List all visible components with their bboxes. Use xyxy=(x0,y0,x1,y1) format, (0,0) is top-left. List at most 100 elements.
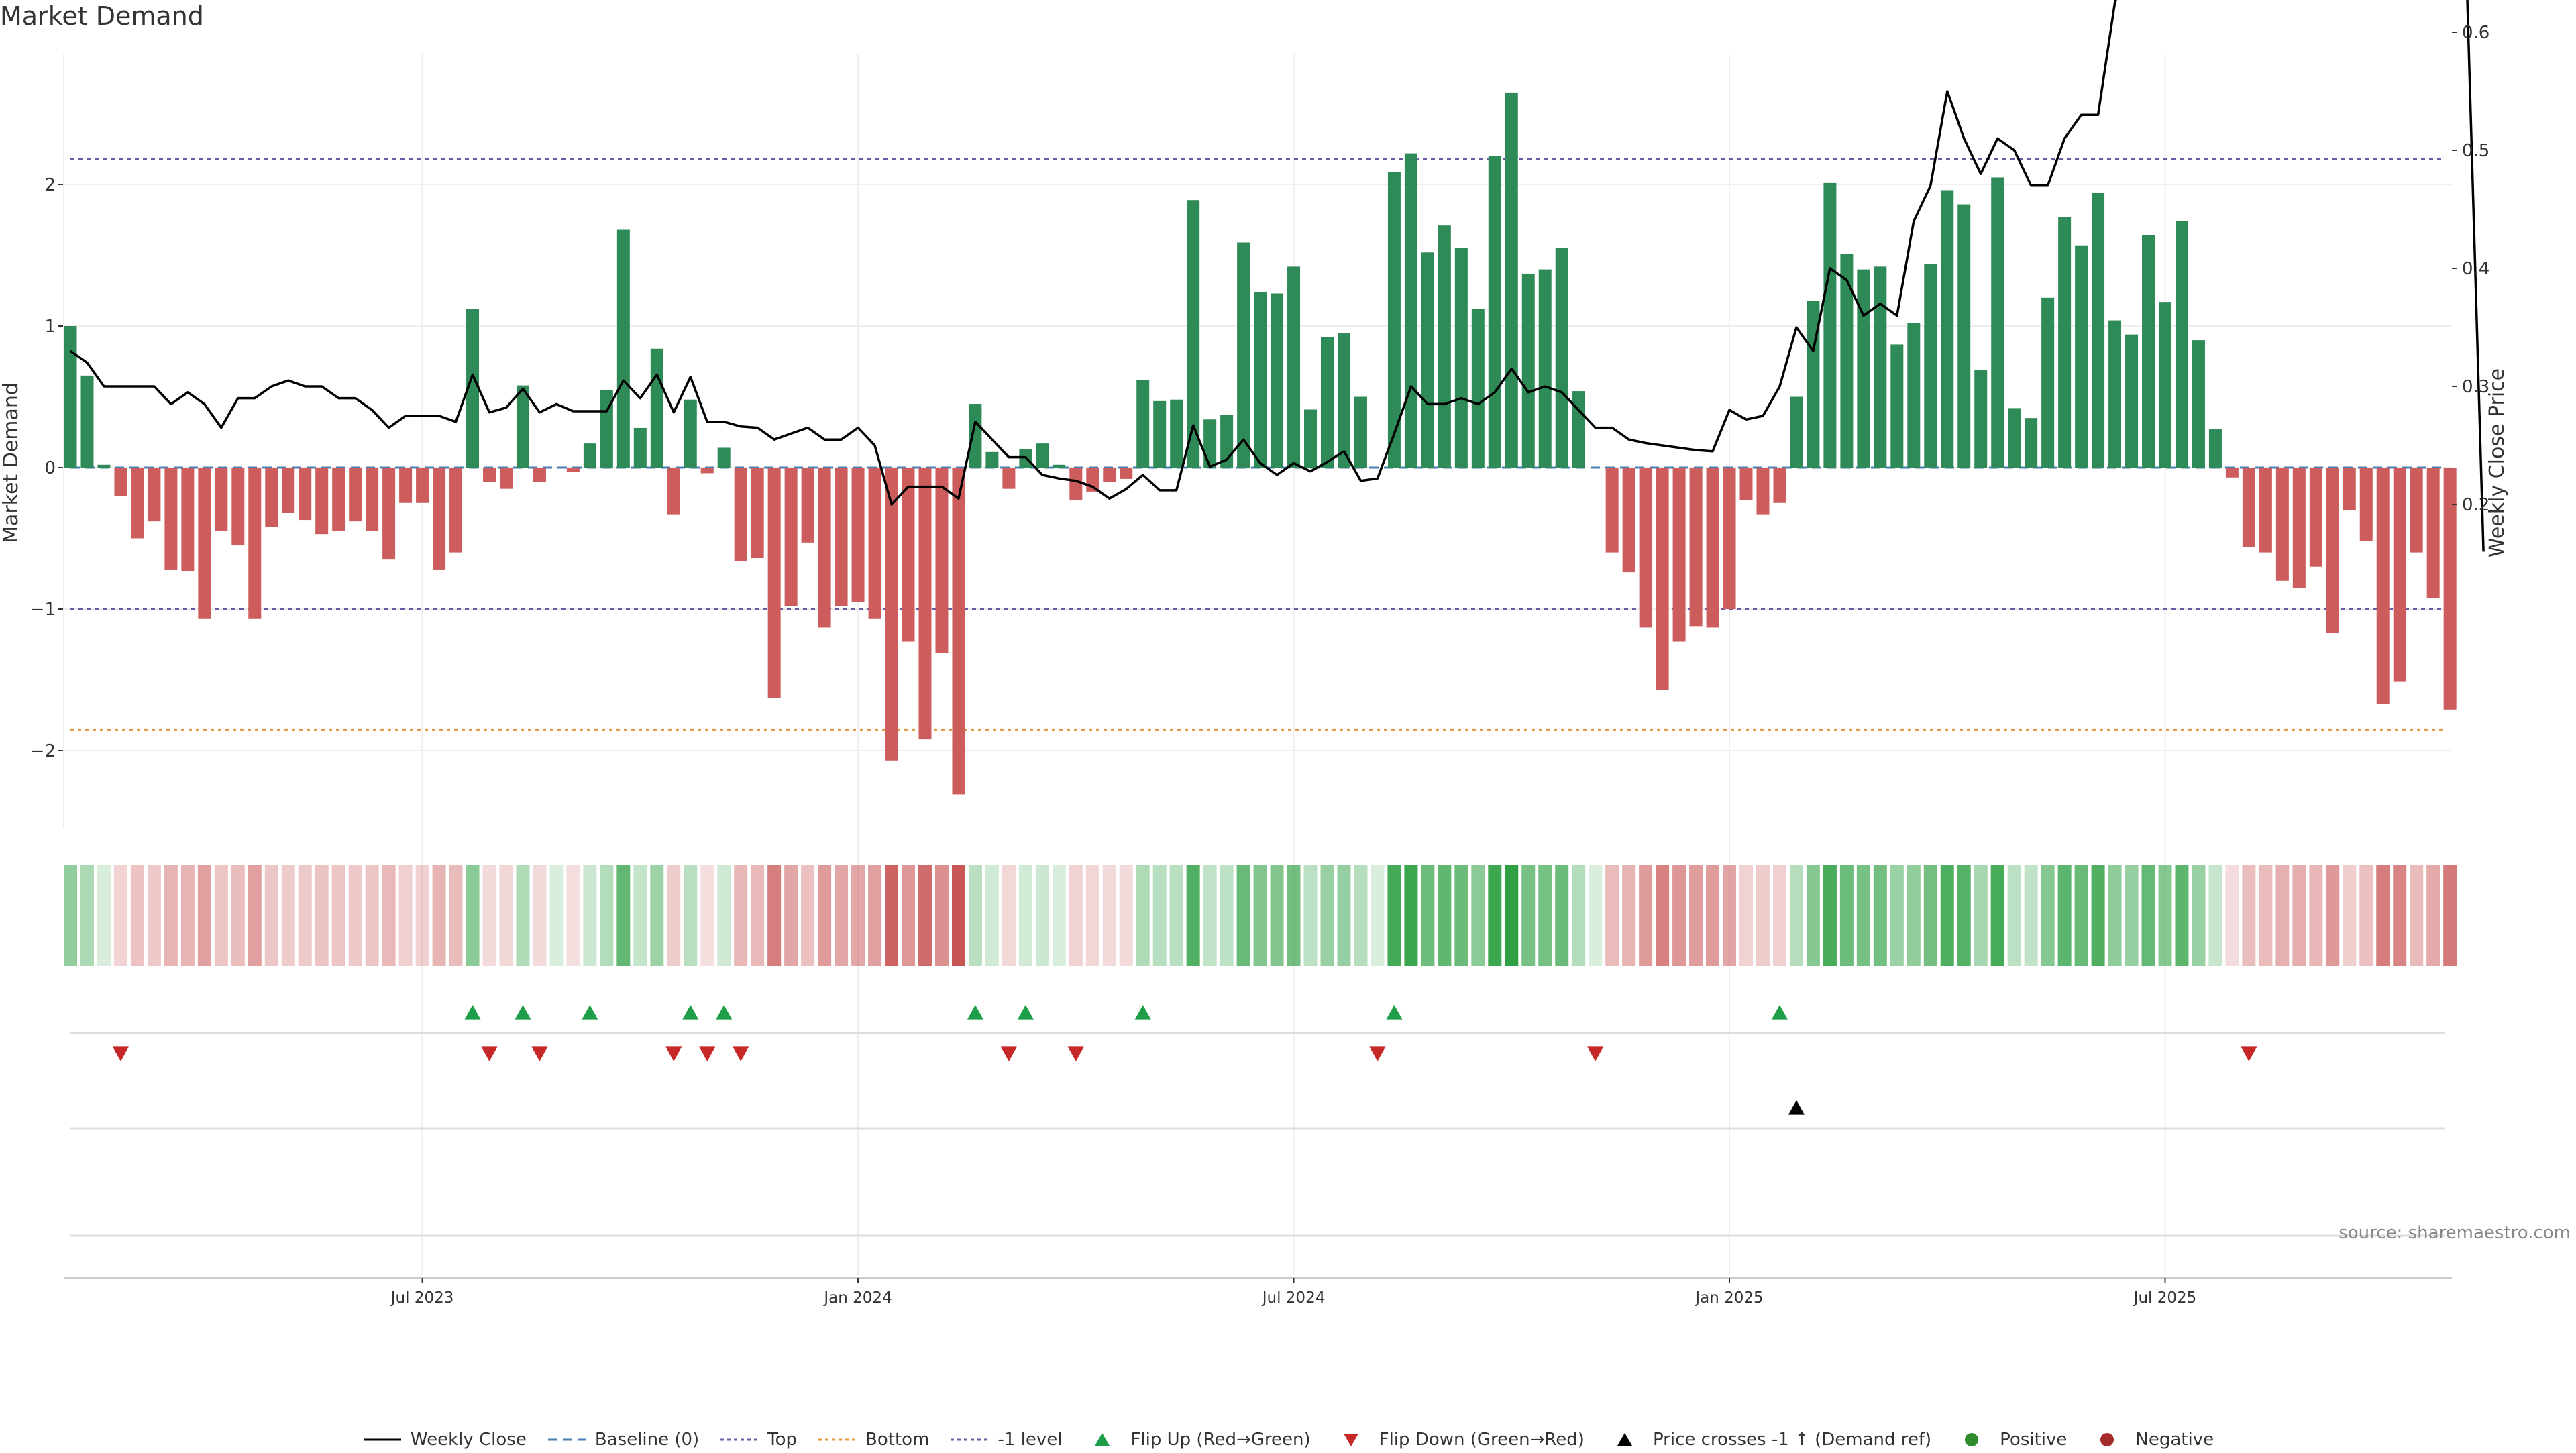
heat-cell xyxy=(2259,865,2273,966)
demand-bar xyxy=(2242,468,2255,547)
legend-item-flip_down: Flip Down (Green→Red) xyxy=(1331,1430,1585,1450)
flip-up-marker xyxy=(582,1005,598,1020)
heat-cell xyxy=(918,865,932,966)
demand-bar xyxy=(1706,468,1719,628)
heat-cell xyxy=(231,865,245,966)
heat-cell xyxy=(1789,865,1803,966)
demand-bar xyxy=(1723,468,1736,609)
demand-bar xyxy=(215,468,228,531)
flip-up-marker xyxy=(1017,1005,1034,1020)
demand-bar xyxy=(1639,468,1652,628)
heat-cell xyxy=(281,865,295,966)
heat-cell xyxy=(1589,865,1603,966)
flip-up-marker xyxy=(1771,1005,1788,1020)
demand-bar xyxy=(332,468,345,531)
heat-cell xyxy=(1823,865,1837,966)
heat-cell xyxy=(700,865,714,966)
heat-cell xyxy=(1220,865,1234,966)
flip-down-marker xyxy=(112,1046,129,1061)
y2-tick-label: 0.4 xyxy=(2462,259,2489,279)
y2-tick-label: 0.6 xyxy=(2462,23,2489,43)
heat-cell xyxy=(1488,865,1502,966)
demand-bar xyxy=(433,468,446,570)
heat-cell xyxy=(600,865,614,966)
demand-bar xyxy=(2259,468,2272,553)
heat-cell xyxy=(482,865,496,966)
demand-bar xyxy=(1823,182,1837,468)
demand-bar xyxy=(1454,248,1468,468)
heat-cell xyxy=(583,865,597,966)
heat-cell xyxy=(549,865,564,966)
legend-label: Negative xyxy=(2135,1430,2214,1450)
demand-bar xyxy=(1053,464,1066,468)
demand-bar xyxy=(1907,323,1921,468)
demand-bar xyxy=(667,468,680,515)
legend-label: Baseline (0) xyxy=(594,1430,700,1450)
legend-label: Top xyxy=(767,1430,798,1450)
heat-cell xyxy=(1287,865,1301,966)
legend-swatch-bottom xyxy=(818,1438,857,1441)
flip-up-marker xyxy=(1134,1005,1151,1020)
x-tick-label: Jul 2024 xyxy=(1261,1289,1326,1307)
heat-cell xyxy=(1203,865,1217,966)
legend-item-flip_up: Flip Up (Red→Green) xyxy=(1082,1430,1311,1450)
flip-down-marker xyxy=(699,1046,716,1061)
demand-bar xyxy=(1538,269,1552,468)
demand-bar xyxy=(985,451,999,468)
heat-cell xyxy=(1856,865,1870,966)
demand-bar xyxy=(1991,177,2004,468)
demand-bar xyxy=(684,399,697,468)
demand-bar xyxy=(1572,391,1585,468)
heat-cell xyxy=(1723,865,1737,966)
heat-cell xyxy=(2091,865,2105,966)
heat-cell xyxy=(1152,865,1167,966)
heat-cell xyxy=(2108,865,2122,966)
demand-bar xyxy=(499,468,513,489)
demand-bar xyxy=(1036,443,1049,468)
y-tick-label: 1 xyxy=(44,317,56,337)
demand-bar xyxy=(299,468,312,521)
demand-bar xyxy=(1857,269,1870,468)
heat-cell xyxy=(2376,865,2390,966)
heat-cell xyxy=(1656,865,1670,966)
legend-item-cross: Price crosses -1 ↑ (Demand ref) xyxy=(1605,1430,1931,1450)
demand-bar xyxy=(1170,399,1183,468)
demand-bar xyxy=(2426,468,2440,598)
legend-item-minus1: -1 level xyxy=(949,1430,1062,1450)
heat-cell xyxy=(1253,865,1267,966)
demand-bar xyxy=(2125,334,2139,468)
demand-bar xyxy=(2008,408,2021,468)
heat-cell xyxy=(2426,865,2440,966)
demand-bar xyxy=(851,468,865,602)
heat-cell xyxy=(1136,865,1150,966)
demand-bar xyxy=(1924,264,1937,468)
heat-cell xyxy=(2141,865,2155,966)
demand-bar xyxy=(1404,153,1417,468)
legend-swatch-cross xyxy=(1617,1433,1632,1446)
heat-cell xyxy=(801,865,815,966)
demand-bar xyxy=(1304,409,1318,468)
heat-cell xyxy=(2007,865,2021,966)
flip-markers xyxy=(112,1005,2257,1115)
heat-cell xyxy=(1438,865,1452,966)
legend-swatch-negative xyxy=(2100,1433,2114,1446)
demand-bar xyxy=(1656,468,1669,690)
demand-bar xyxy=(801,468,814,543)
heat-cell xyxy=(2192,865,2206,966)
heat-cell xyxy=(1002,865,1016,966)
demand-bar xyxy=(918,468,932,740)
demand-bar xyxy=(1187,200,1200,468)
heat-cell xyxy=(1605,865,1619,966)
demand-bar xyxy=(1890,344,1904,468)
heat-cell xyxy=(197,865,211,966)
demand-bar xyxy=(1254,292,1267,468)
legend: Weekly Close Baseline (0) Top Bottom -1 leve… xyxy=(0,1426,2576,1453)
flip-down-marker xyxy=(665,1046,682,1061)
heat-cell xyxy=(1169,865,1183,966)
demand-bar xyxy=(416,468,429,503)
heat-cell xyxy=(1320,865,1334,966)
legend-swatch-positive xyxy=(1965,1433,1979,1446)
demand-bar xyxy=(818,468,831,628)
heat-cell xyxy=(2158,865,2172,966)
